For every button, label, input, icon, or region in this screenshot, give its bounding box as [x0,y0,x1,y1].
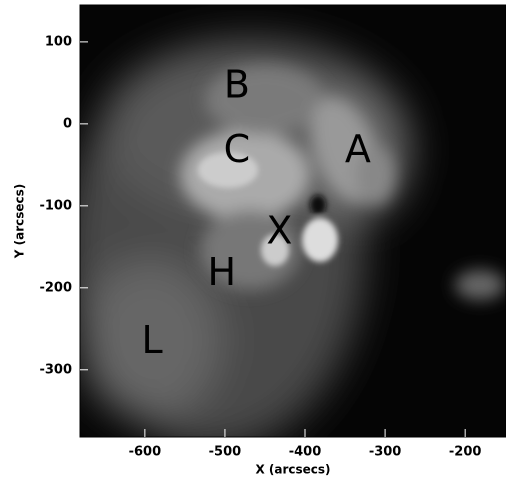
x-tick-label: -400 [289,445,322,460]
y-tick-label: 100 [45,34,72,49]
annotation: X [266,208,292,252]
solar-image [80,5,506,437]
y-axis-label: Y (arcsecs) [13,184,27,260]
x-axis-label: X (arcsecs) [255,463,330,477]
x-tick-label: -500 [209,445,242,460]
annotation: H [207,250,236,294]
annotation: B [224,62,250,106]
y-tick-label: 0 [63,116,72,131]
y-tick-label: -200 [39,280,72,295]
x-tick-label: -300 [369,445,402,460]
annotation: A [345,127,371,171]
annotation: C [224,127,251,171]
y-tick-label: -300 [39,362,72,377]
annotation: L [141,318,162,362]
x-tick-label: -600 [129,445,162,460]
x-tick-label: -200 [449,445,482,460]
y-tick-label: -100 [39,198,72,213]
plot-frame [79,4,506,438]
